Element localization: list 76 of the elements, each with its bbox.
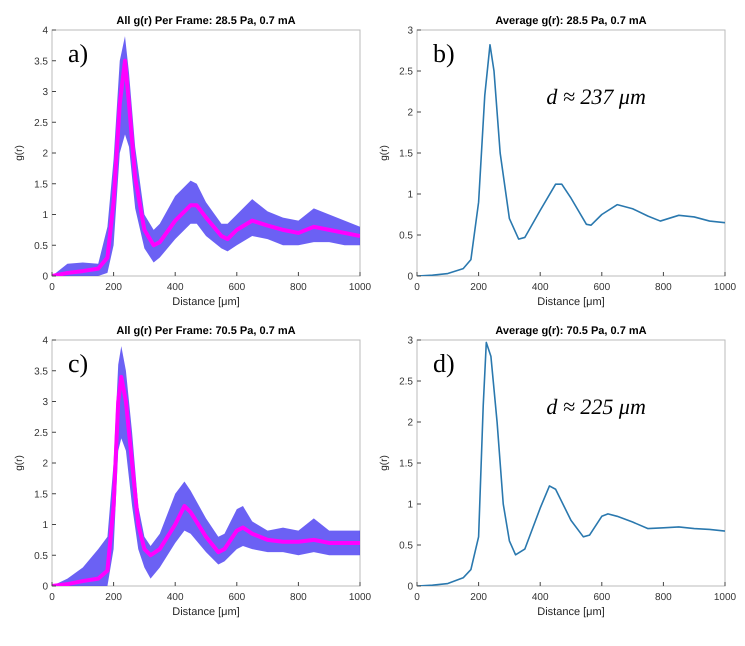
x-axis-title: Distance [μm] [537, 296, 605, 308]
y-tick-label: 2.5 [399, 376, 414, 388]
chart-title: Average g(r): 70.5 Pa, 0.7 mA [495, 325, 647, 337]
y-tick-label: 0.5 [34, 240, 48, 252]
annotation: a) [68, 39, 88, 68]
y-tick-label: 2 [407, 108, 414, 118]
x-axis-title: Distance [μm] [537, 606, 605, 618]
y-tick-label: 0 [407, 582, 414, 592]
x-axis-title: Distance [μm] [172, 606, 240, 618]
y-tick-label: 3 [42, 87, 48, 98]
y-tick-label: 1 [407, 500, 414, 510]
y-tick-label: 4 [42, 26, 48, 36]
x-tick-label: 0 [49, 592, 56, 603]
y-tick-label: 0.5 [34, 550, 48, 562]
annotation: d ≈ 225 μm [546, 394, 646, 419]
y-tick-label: 0 [407, 272, 414, 282]
annotation: d ≈ 237 μm [546, 84, 646, 109]
y-tick-label: 1.5 [34, 179, 48, 190]
x-tick-label: 1000 [714, 592, 737, 603]
x-tick-label: 800 [290, 592, 308, 603]
x-tick-label: 600 [593, 592, 611, 603]
annotation: c) [68, 349, 88, 378]
y-tick-label: 2.5 [399, 66, 414, 78]
x-tick-label: 1000 [348, 592, 372, 603]
y-tick-label: 1.5 [34, 489, 48, 500]
x-tick-label: 400 [166, 282, 184, 293]
x-tick-label: 800 [290, 282, 308, 293]
x-tick-label: 600 [228, 282, 246, 293]
y-tick-label: 1 [407, 190, 414, 200]
y-tick-label: 0 [42, 582, 48, 592]
x-tick-label: 800 [655, 282, 672, 293]
x-tick-label: 400 [532, 282, 549, 293]
x-tick-label: 0 [414, 592, 420, 603]
y-tick-label: 0 [42, 272, 48, 282]
x-tick-label: 200 [470, 592, 488, 603]
y-tick-label: 1 [42, 520, 48, 531]
chart-title: All g(r) Per Frame: 70.5 Pa, 0.7 mA [116, 325, 296, 337]
chart-title: All g(r) Per Frame: 28.5 Pa, 0.7 mA [116, 15, 296, 27]
y-tick-label: 3 [42, 397, 48, 408]
y-tick-label: 2.5 [34, 118, 48, 129]
y-axis-title: g(r) [379, 455, 390, 471]
line-series [417, 44, 725, 276]
y-tick-label: 0.5 [399, 540, 414, 552]
y-tick-label: 2.5 [34, 428, 48, 439]
x-tick-label: 200 [470, 282, 488, 293]
annotation: b) [433, 39, 455, 68]
chart-title: Average g(r): 28.5 Pa, 0.7 mA [495, 15, 647, 27]
y-tick-label: 2 [42, 458, 48, 470]
y-tick-label: 1.5 [399, 458, 414, 470]
y-axis-title: g(r) [379, 145, 390, 161]
x-tick-label: 1000 [714, 282, 737, 293]
x-tick-label: 1000 [348, 282, 372, 293]
y-tick-label: 3.5 [34, 366, 48, 378]
x-tick-label: 600 [593, 282, 611, 293]
y-tick-label: 1 [42, 210, 48, 221]
y-tick-label: 1.5 [399, 148, 414, 160]
line-series [417, 342, 725, 586]
x-tick-label: 400 [532, 592, 549, 603]
annotation: d) [433, 349, 455, 378]
y-axis-title: g(r) [14, 455, 25, 471]
y-axis-title: g(r) [14, 145, 25, 161]
x-tick-label: 200 [105, 282, 122, 293]
y-tick-label: 3 [407, 26, 414, 36]
y-tick-label: 0.5 [399, 230, 414, 242]
x-tick-label: 600 [228, 592, 246, 603]
x-tick-label: 0 [49, 282, 56, 293]
y-tick-label: 2 [407, 418, 414, 428]
x-tick-label: 800 [655, 592, 672, 603]
y-tick-label: 3 [407, 336, 414, 346]
x-tick-label: 0 [414, 282, 420, 293]
x-axis-title: Distance [μm] [172, 296, 240, 308]
y-tick-label: 3.5 [34, 56, 48, 68]
y-tick-label: 2 [42, 148, 48, 160]
x-tick-label: 400 [166, 592, 184, 603]
x-tick-label: 200 [105, 592, 122, 603]
y-tick-label: 4 [42, 336, 48, 346]
